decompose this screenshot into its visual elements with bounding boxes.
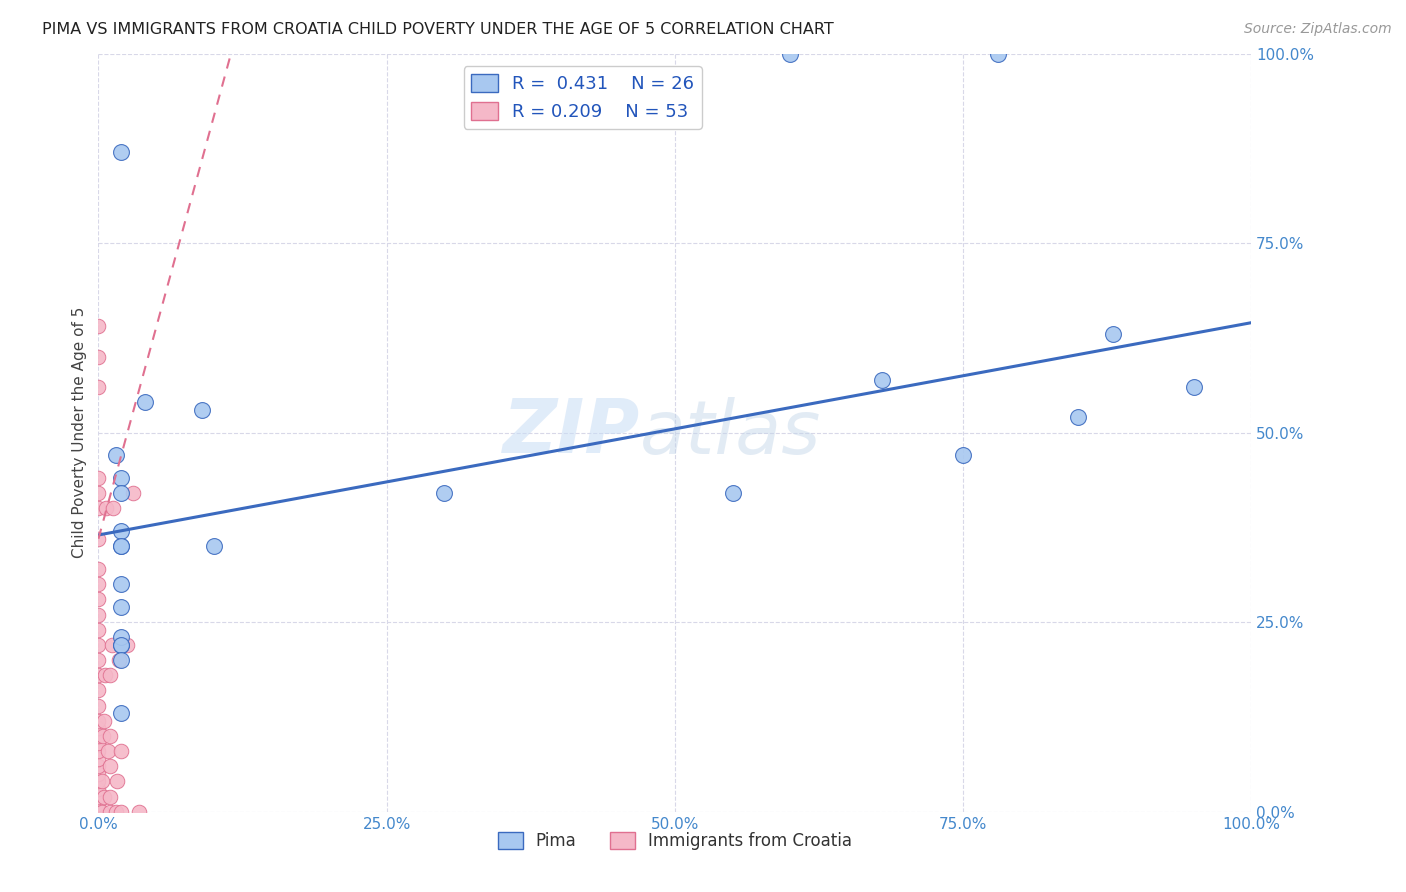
Point	[87, 774, 110, 789]
Point	[90, 805, 112, 819]
Point	[110, 539, 132, 553]
Point	[433, 486, 456, 500]
Point	[96, 501, 118, 516]
Point	[110, 145, 132, 160]
Point	[1182, 380, 1205, 394]
Point	[87, 797, 110, 812]
Point	[952, 449, 974, 463]
Point	[110, 744, 132, 758]
Point	[103, 501, 125, 516]
Point	[87, 532, 110, 546]
Point	[110, 638, 132, 652]
Point	[87, 638, 110, 652]
Point	[101, 638, 124, 652]
Point	[87, 759, 110, 773]
Point	[110, 706, 132, 721]
Point	[98, 805, 121, 819]
Point	[87, 729, 110, 743]
Point	[87, 714, 110, 728]
Point	[1067, 410, 1090, 425]
Point	[202, 539, 225, 553]
Point	[122, 486, 145, 500]
Point	[98, 789, 121, 804]
Point	[110, 653, 132, 667]
Point	[87, 607, 110, 622]
Point	[1102, 327, 1125, 342]
Point	[110, 524, 132, 539]
Point	[105, 774, 128, 789]
Point	[110, 805, 132, 819]
Point	[87, 805, 110, 819]
Legend: Pima, Immigrants from Croatia: Pima, Immigrants from Croatia	[491, 825, 859, 856]
Point	[87, 737, 110, 751]
Point	[97, 744, 120, 758]
Point	[94, 668, 117, 682]
Point	[104, 449, 127, 463]
Point	[87, 789, 110, 804]
Point	[987, 46, 1010, 61]
Point	[110, 599, 132, 614]
Y-axis label: Child Poverty Under the Age of 5: Child Poverty Under the Age of 5	[72, 307, 87, 558]
Point	[87, 562, 110, 576]
Point	[87, 486, 110, 500]
Point	[98, 759, 121, 773]
Point	[98, 668, 121, 682]
Point	[117, 638, 138, 652]
Point	[110, 471, 132, 485]
Point	[128, 805, 150, 819]
Point	[779, 46, 801, 61]
Point	[87, 319, 110, 334]
Text: atlas: atlas	[640, 397, 821, 468]
Point	[110, 539, 132, 553]
Point	[104, 805, 127, 819]
Point	[108, 653, 131, 667]
Point	[87, 350, 110, 364]
Point	[98, 729, 121, 743]
Point	[87, 766, 110, 781]
Text: ZIP: ZIP	[503, 396, 640, 469]
Text: PIMA VS IMMIGRANTS FROM CROATIA CHILD POVERTY UNDER THE AGE OF 5 CORRELATION CHA: PIMA VS IMMIGRANTS FROM CROATIA CHILD PO…	[42, 22, 834, 37]
Point	[87, 721, 110, 735]
Point	[191, 403, 214, 417]
Point	[87, 653, 110, 667]
Point	[721, 486, 744, 500]
Point	[87, 698, 110, 713]
Point	[87, 592, 110, 607]
Point	[87, 751, 110, 765]
Point	[87, 501, 110, 516]
Point	[110, 577, 132, 591]
Point	[87, 623, 110, 637]
Point	[110, 486, 132, 500]
Point	[91, 729, 114, 743]
Point	[110, 638, 132, 652]
Point	[87, 577, 110, 591]
Point	[134, 395, 156, 409]
Point	[87, 471, 110, 485]
Text: Source: ZipAtlas.com: Source: ZipAtlas.com	[1244, 22, 1392, 37]
Point	[90, 774, 112, 789]
Point	[87, 683, 110, 698]
Point	[93, 789, 115, 804]
Point	[110, 630, 132, 644]
Point	[87, 380, 110, 394]
Point	[87, 744, 110, 758]
Point	[872, 373, 894, 387]
Point	[87, 781, 110, 797]
Point	[87, 668, 110, 682]
Point	[93, 714, 115, 728]
